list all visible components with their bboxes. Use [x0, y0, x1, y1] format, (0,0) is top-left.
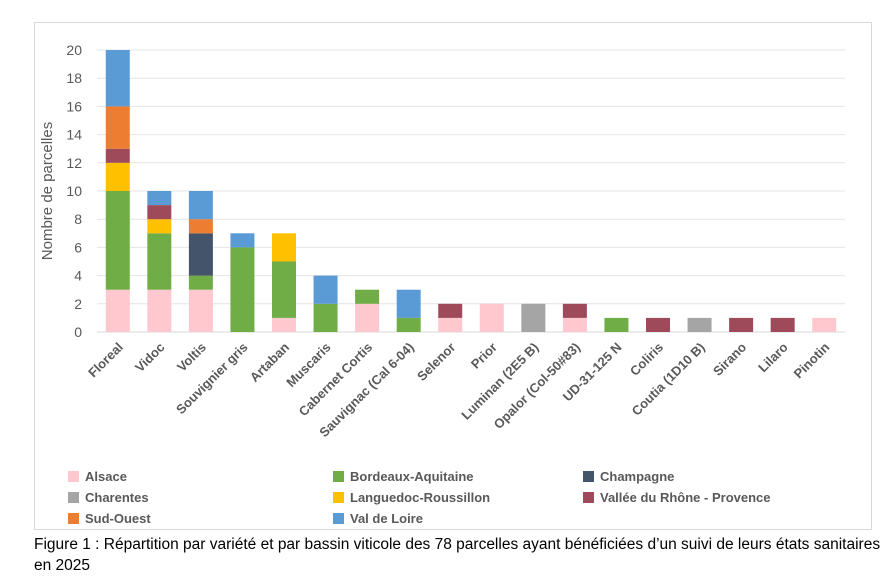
- x-tick-label: Vidoc: [132, 340, 167, 375]
- bar-segment-bordeaux-aquitaine: [313, 303, 338, 332]
- y-tick-label: 6: [74, 239, 82, 255]
- legend-swatch: [333, 471, 344, 482]
- bar-segment-vall-e-du-rh-ne-provence: [147, 205, 172, 220]
- legend-label: Languedoc-Roussillon: [350, 490, 491, 505]
- x-tick-label: Lilaro: [755, 339, 791, 375]
- y-tick-label: 0: [74, 324, 82, 340]
- figure-caption: Figure 1 : Répartition par variété et pa…: [34, 536, 881, 574]
- legend-label: Champagne: [600, 469, 675, 484]
- legend-label: Sud-Ouest: [85, 511, 151, 526]
- y-tick-label: 8: [74, 211, 82, 227]
- bar-segment-alsace: [147, 289, 172, 332]
- bar-segment-vall-e-du-rh-ne-provence: [105, 148, 130, 163]
- legend-item: Vallée du Rhône - Provence: [583, 490, 771, 505]
- legend-swatch: [333, 513, 344, 524]
- bar-segment-bordeaux-aquitaine: [355, 289, 380, 304]
- bar-segment-charentes: [687, 317, 712, 332]
- legend-swatch: [333, 492, 344, 503]
- y-tick-label: 16: [66, 98, 82, 114]
- bar-segment-bordeaux-aquitaine: [230, 247, 255, 332]
- bar-segment-bordeaux-aquitaine: [272, 261, 296, 318]
- legend-swatch: [68, 471, 79, 482]
- bar-segment-vall-e-du-rh-ne-provence: [562, 303, 587, 318]
- bar-segment-languedoc-roussillon: [272, 233, 296, 262]
- y-tick-label: 12: [66, 155, 82, 171]
- legend-item: Sud-Ouest: [68, 511, 151, 526]
- bar-segment-bordeaux-aquitaine: [105, 191, 130, 290]
- legend-item: Charentes: [68, 490, 149, 505]
- bar-segment-vall-e-du-rh-ne-provence: [729, 317, 754, 332]
- bar-segment-alsace: [105, 289, 130, 332]
- x-tick-label: Sirano: [710, 339, 749, 378]
- bar-segment-vall-e-du-rh-ne-provence: [646, 317, 670, 332]
- y-tick-label: 10: [66, 183, 82, 199]
- x-tick-label: Coutia (1D10 B): [629, 340, 708, 419]
- bar-segment-alsace: [355, 303, 380, 332]
- bar-segment-val-de-loire: [230, 233, 255, 248]
- y-tick-label: 4: [74, 268, 82, 284]
- bar-segment-charentes: [521, 303, 546, 332]
- bar-segment-bordeaux-aquitaine: [188, 275, 213, 290]
- bar-segment-languedoc-roussillon: [147, 219, 172, 234]
- legend-label: Alsace: [85, 469, 127, 484]
- x-tick-label: Prior: [468, 340, 500, 372]
- x-tick-label: Voltis: [174, 340, 209, 375]
- bar-segment-alsace: [479, 303, 504, 332]
- bar-segment-sud-ouest: [188, 219, 213, 234]
- bar-segment-bordeaux-aquitaine: [396, 317, 421, 332]
- bar-segment-val-de-loire: [147, 191, 172, 206]
- legend-item: Languedoc-Roussillon: [333, 490, 490, 505]
- y-tick-label: 20: [66, 42, 82, 58]
- y-tick-label: 18: [66, 70, 82, 86]
- bar-segment-val-de-loire: [396, 289, 421, 318]
- bar-segment-bordeaux-aquitaine: [604, 317, 629, 332]
- bar-segment-alsace: [562, 317, 587, 332]
- legend-item: Alsace: [68, 469, 127, 484]
- bar-segment-alsace: [812, 317, 837, 332]
- bar-segment-bordeaux-aquitaine: [147, 233, 172, 290]
- y-tick-label: 2: [74, 296, 82, 312]
- y-tick-label: 14: [66, 127, 82, 143]
- bar-segment-languedoc-roussillon: [105, 162, 130, 191]
- legend-swatch: [68, 492, 79, 503]
- bar-segment-sud-ouest: [105, 106, 130, 149]
- bar-segment-alsace: [188, 289, 213, 332]
- x-tick-label: Coliris: [627, 340, 666, 379]
- bar-segment-vall-e-du-rh-ne-provence: [438, 303, 463, 318]
- legend-label: Charentes: [85, 490, 149, 505]
- legend-swatch: [68, 513, 79, 524]
- x-tick-label: Floreal: [85, 340, 126, 381]
- bar-segment-vall-e-du-rh-ne-provence: [770, 317, 795, 332]
- legend-label: Vallée du Rhône - Provence: [600, 490, 771, 505]
- bar-segment-val-de-loire: [188, 191, 213, 220]
- legend-item: Val de Loire: [333, 511, 423, 526]
- legend-swatch: [583, 471, 594, 482]
- x-tick-label: Pinotin: [791, 339, 833, 381]
- x-tick-label: Souvignier gris: [173, 340, 251, 418]
- x-tick-label: Selenor: [414, 340, 458, 384]
- legend-label: Bordeaux-Aquitaine: [350, 469, 474, 484]
- legend-label: Val de Loire: [350, 511, 423, 526]
- legend-item: Bordeaux-Aquitaine: [333, 469, 474, 484]
- bar-segment-val-de-loire: [313, 275, 338, 304]
- bar-segment-champagne: [188, 233, 213, 276]
- legend-swatch: [583, 492, 594, 503]
- bar-segment-alsace: [438, 317, 463, 332]
- x-tick-label: Cabernet Cortis: [296, 340, 376, 420]
- y-axis-label: Nombre de parcelles: [39, 122, 56, 260]
- legend-item: Champagne: [583, 469, 674, 484]
- bar-segment-val-de-loire: [105, 50, 130, 107]
- bar-segment-alsace: [272, 317, 296, 332]
- x-tick-label: Luminan (2E5 B): [458, 340, 541, 423]
